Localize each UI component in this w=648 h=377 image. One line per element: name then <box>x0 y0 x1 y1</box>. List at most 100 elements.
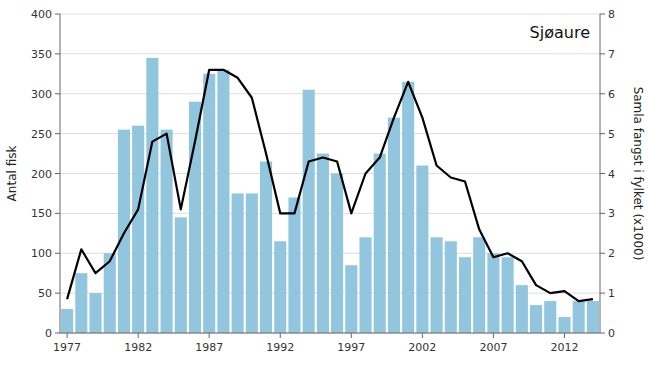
y-tick <box>55 293 60 294</box>
y2-tick-label: 5 <box>608 128 615 141</box>
x-tick-label: 1977 <box>53 341 81 354</box>
y-axis-label: Antal fisk <box>5 146 19 202</box>
bar <box>288 197 300 333</box>
bar <box>402 82 414 333</box>
x-tick <box>351 333 352 338</box>
y-tick-label: 0 <box>45 327 52 340</box>
bar <box>146 58 158 333</box>
bar <box>303 90 315 333</box>
y-tick <box>55 133 60 134</box>
title: Sjøaure <box>530 23 590 42</box>
bar <box>374 154 386 333</box>
y2-tick <box>600 93 605 94</box>
y-tick <box>55 93 60 94</box>
bar <box>587 301 599 333</box>
bar <box>459 257 471 333</box>
y2-tick-label: 8 <box>608 8 615 21</box>
bar <box>260 162 272 333</box>
x-tick-label: 2007 <box>479 341 507 354</box>
y2-tick <box>600 293 605 294</box>
y-tick <box>55 253 60 254</box>
grid <box>60 14 600 333</box>
y-tick <box>55 14 60 15</box>
bar <box>416 166 428 333</box>
title-group: Sjøaure <box>526 20 594 45</box>
y2-tick-label: 0 <box>608 327 615 340</box>
y2-tick <box>600 173 605 174</box>
bar <box>573 301 585 333</box>
bar <box>61 309 73 333</box>
bar <box>431 237 443 333</box>
bar <box>388 118 400 333</box>
bar <box>331 174 343 334</box>
bar <box>132 126 144 333</box>
title-background <box>526 20 594 45</box>
marks <box>61 58 599 333</box>
y-tick-label: 350 <box>31 48 52 61</box>
y2-tick <box>600 53 605 54</box>
x-tick-label: 2002 <box>408 341 436 354</box>
y2-tick-label: 4 <box>608 168 615 181</box>
x-tick <box>280 333 281 338</box>
y-tick-label: 200 <box>31 168 52 181</box>
y-tick-label: 300 <box>31 88 52 101</box>
y-tick <box>55 53 60 54</box>
bar <box>246 193 258 333</box>
bar <box>203 74 215 333</box>
bar <box>89 293 101 333</box>
y-tick-label: 150 <box>31 207 52 220</box>
bar <box>345 265 357 333</box>
y-tick-label: 50 <box>38 287 52 300</box>
y-tick-label: 400 <box>31 8 52 21</box>
y2-axis-label: Samla fangst i fylket (x1000) <box>631 87 645 261</box>
y2-tick <box>600 253 605 254</box>
bar <box>317 154 329 333</box>
x-tick <box>67 333 68 338</box>
grid-line <box>60 53 600 54</box>
x-tick-label: 1992 <box>266 341 294 354</box>
bar <box>359 237 371 333</box>
bar <box>473 237 485 333</box>
x-tick <box>564 333 565 338</box>
bar <box>175 217 187 333</box>
grid-line <box>60 333 600 334</box>
bar <box>487 253 499 333</box>
y-tick <box>55 213 60 214</box>
x-tick-label: 2012 <box>550 341 578 354</box>
bar <box>75 273 87 333</box>
y2-tick-label: 2 <box>608 247 615 260</box>
grid-line <box>60 93 600 94</box>
bar <box>516 285 528 333</box>
y2-tick-label: 1 <box>608 287 615 300</box>
bar <box>274 241 286 333</box>
bar <box>502 257 514 333</box>
bar <box>558 317 570 333</box>
y2-tick-label: 6 <box>608 88 615 101</box>
x-tick <box>493 333 494 338</box>
y2-tick-label: 7 <box>608 48 615 61</box>
y2-tick <box>600 14 605 15</box>
y-tick-label: 100 <box>31 247 52 260</box>
x-axis-line <box>60 333 600 334</box>
y-tick-label: 250 <box>31 128 52 141</box>
bar <box>544 301 556 333</box>
y-tick <box>55 173 60 174</box>
x-tick <box>138 333 139 338</box>
bar <box>445 241 457 333</box>
y2-tick <box>600 213 605 214</box>
x-tick-label: 1987 <box>195 341 223 354</box>
x-tick-label: 1982 <box>124 341 152 354</box>
chart: 1977198219871992199720022007201205010015… <box>0 0 648 377</box>
y2-tick <box>600 133 605 134</box>
axes: 1977198219871992199720022007201205010015… <box>31 8 615 354</box>
y-tick <box>55 333 60 334</box>
x-tick-label: 1997 <box>337 341 365 354</box>
x-tick <box>209 333 210 338</box>
grid-line <box>60 14 600 15</box>
x-tick <box>422 333 423 338</box>
line <box>67 70 593 301</box>
bar <box>232 193 244 333</box>
bar <box>217 70 229 333</box>
y2-tick <box>600 333 605 334</box>
bar <box>530 305 542 333</box>
